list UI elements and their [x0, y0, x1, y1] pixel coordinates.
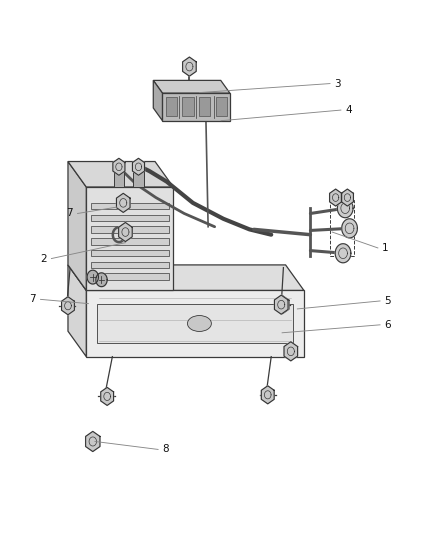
Polygon shape	[183, 57, 196, 76]
Polygon shape	[119, 222, 132, 241]
Polygon shape	[68, 161, 173, 187]
Bar	[133, 170, 144, 187]
Bar	[114, 170, 124, 187]
Polygon shape	[275, 295, 288, 314]
Polygon shape	[153, 80, 230, 93]
Bar	[166, 98, 177, 116]
Text: 5: 5	[385, 296, 391, 306]
Text: 8: 8	[162, 445, 169, 455]
Polygon shape	[284, 342, 297, 361]
Polygon shape	[86, 187, 173, 290]
Polygon shape	[85, 431, 100, 451]
Bar	[215, 98, 227, 116]
Polygon shape	[86, 290, 304, 357]
Text: 7: 7	[30, 294, 36, 304]
Polygon shape	[91, 262, 169, 268]
Text: 2: 2	[40, 254, 47, 263]
Polygon shape	[132, 158, 145, 175]
Polygon shape	[62, 297, 74, 315]
Polygon shape	[335, 244, 351, 263]
Polygon shape	[97, 304, 293, 343]
Polygon shape	[91, 215, 169, 221]
Polygon shape	[96, 273, 107, 287]
Polygon shape	[91, 238, 169, 245]
Polygon shape	[91, 250, 169, 256]
Bar	[183, 98, 194, 116]
Bar	[162, 93, 230, 120]
Polygon shape	[68, 265, 86, 357]
Polygon shape	[91, 203, 169, 209]
Polygon shape	[342, 219, 357, 238]
Bar	[199, 98, 210, 116]
Polygon shape	[337, 199, 353, 217]
Polygon shape	[68, 265, 304, 290]
Polygon shape	[261, 386, 274, 404]
Polygon shape	[68, 161, 86, 290]
Polygon shape	[117, 193, 130, 213]
Text: 3: 3	[334, 78, 341, 88]
Polygon shape	[91, 227, 169, 233]
Polygon shape	[153, 80, 162, 120]
Text: 6: 6	[385, 320, 391, 330]
Polygon shape	[341, 189, 353, 206]
Polygon shape	[113, 158, 125, 175]
Text: 4: 4	[345, 105, 352, 115]
Text: 1: 1	[382, 243, 389, 253]
Text: 7: 7	[67, 208, 73, 219]
Polygon shape	[87, 270, 99, 284]
Polygon shape	[276, 296, 289, 314]
Polygon shape	[330, 189, 342, 206]
Polygon shape	[91, 273, 169, 280]
Ellipse shape	[187, 316, 212, 332]
Polygon shape	[101, 387, 113, 406]
